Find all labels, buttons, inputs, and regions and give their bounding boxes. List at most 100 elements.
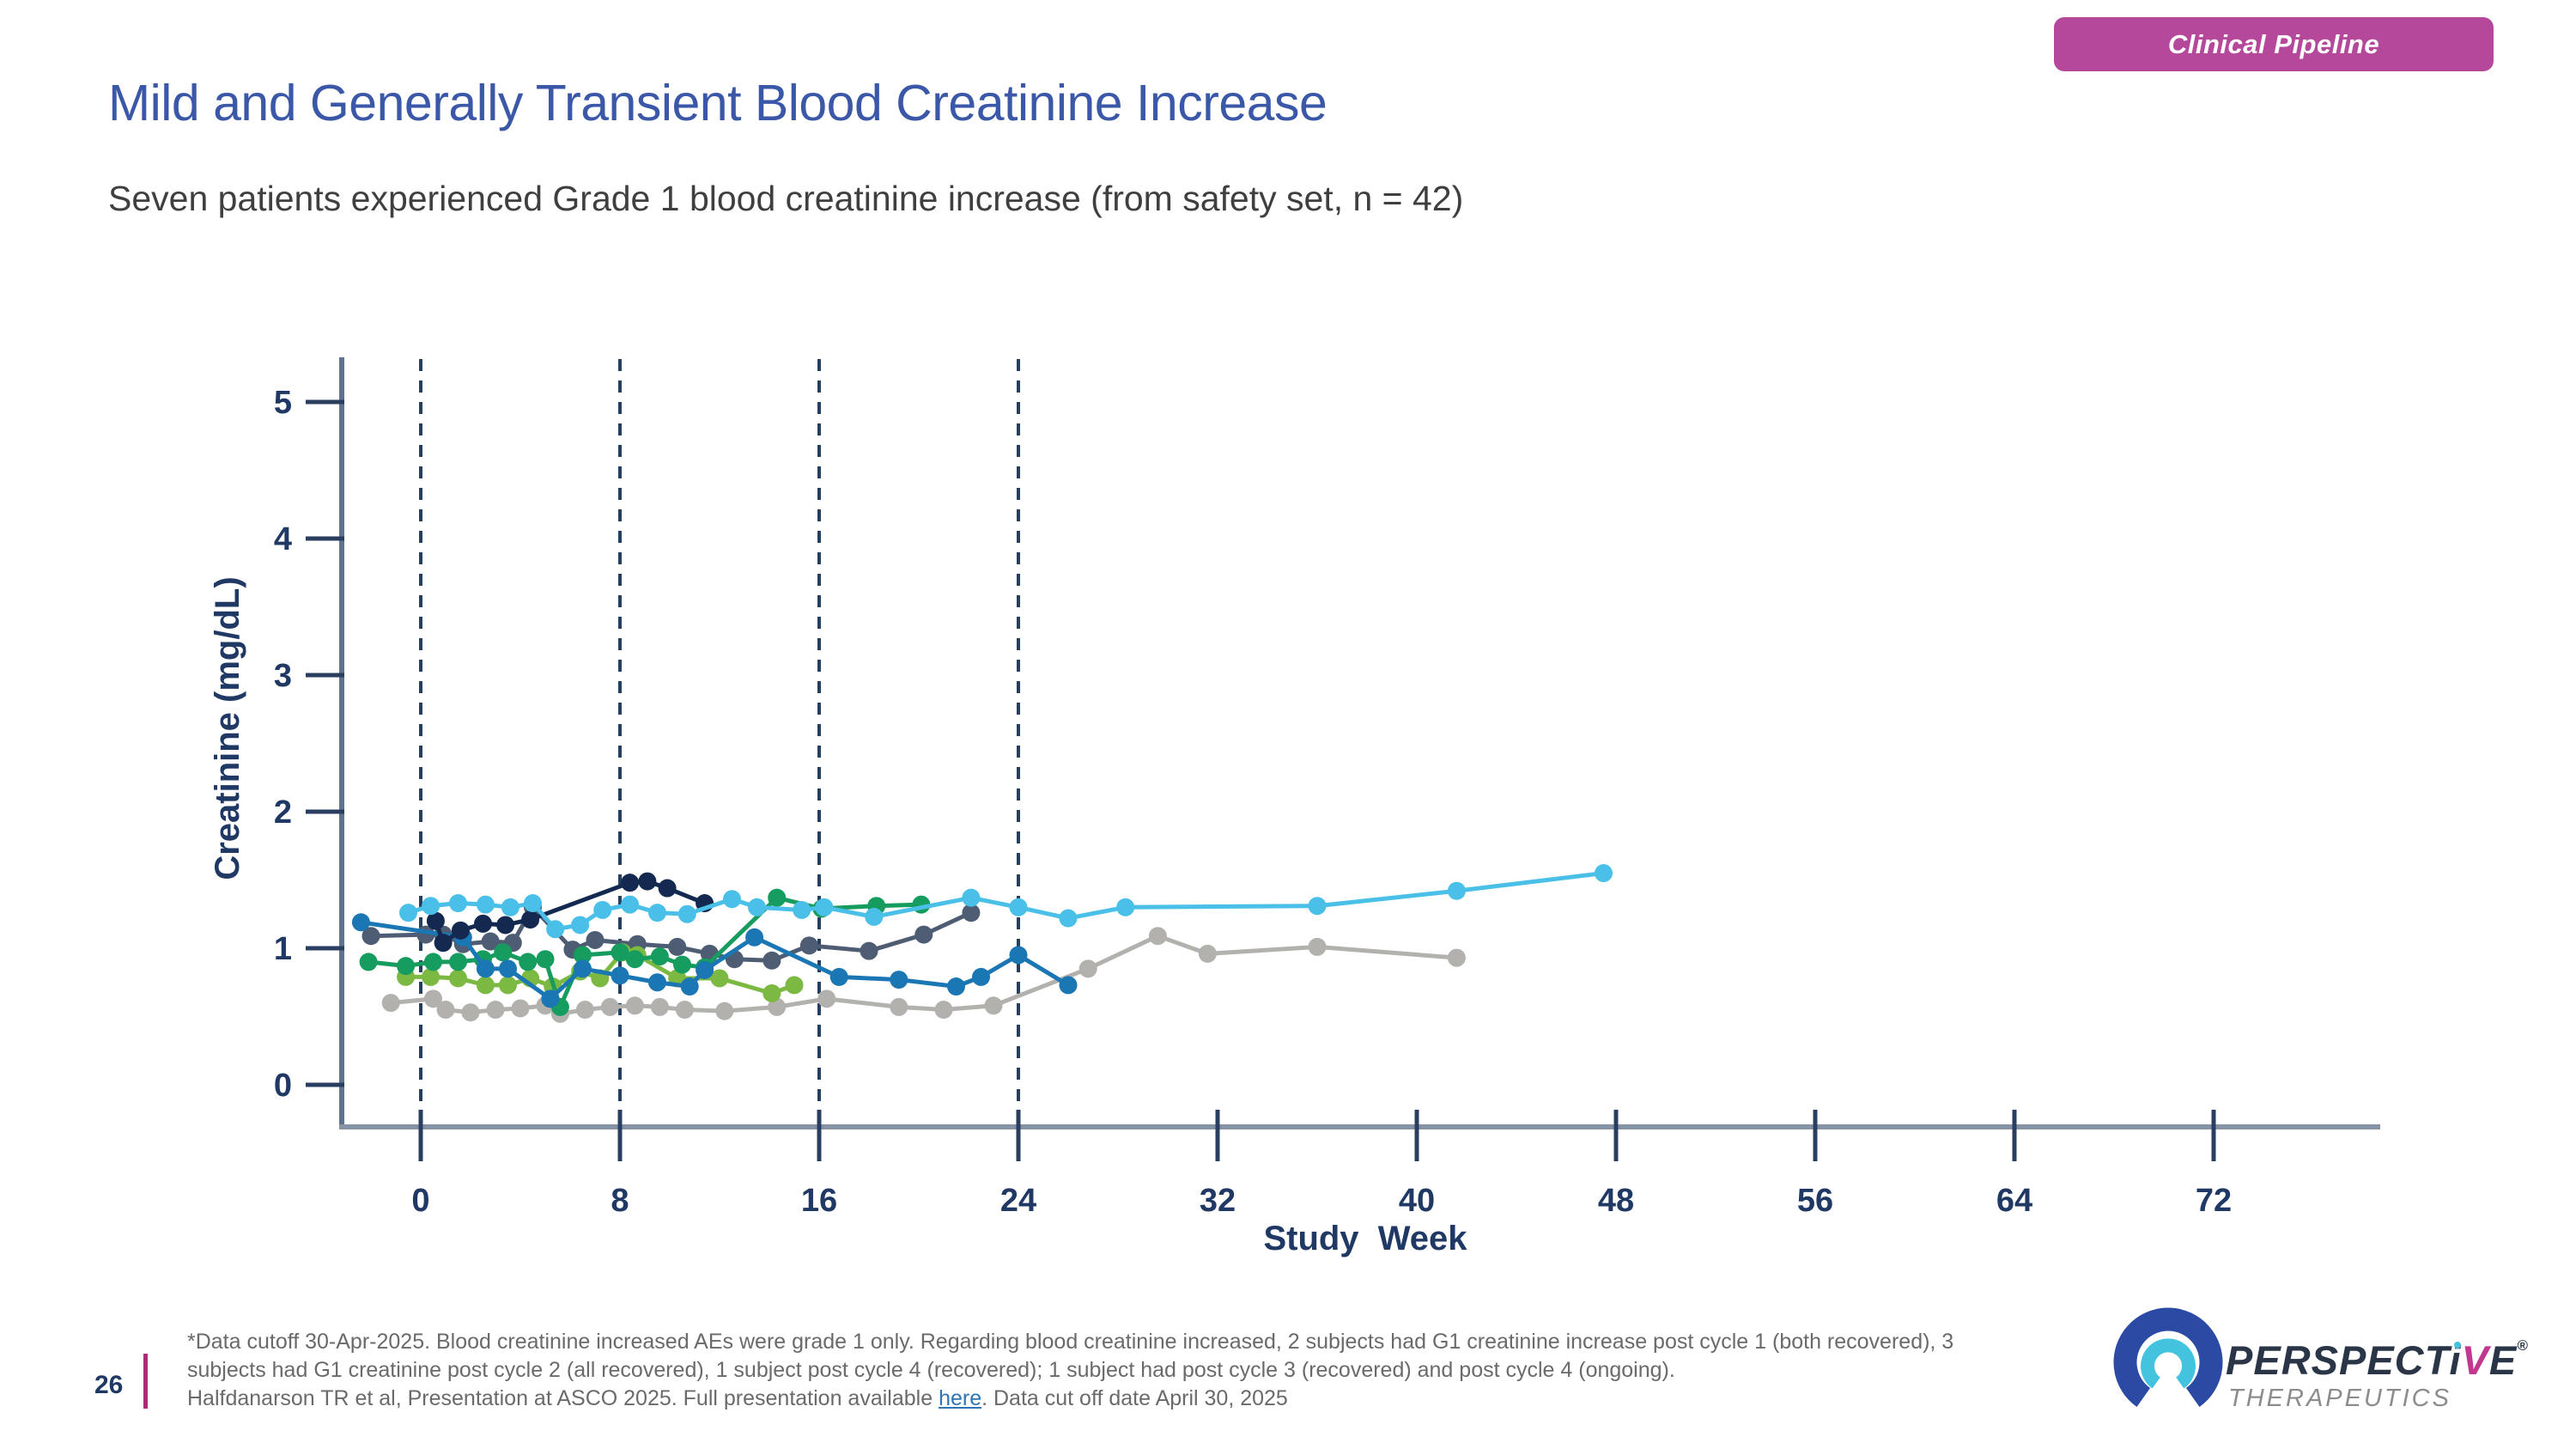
data-point (449, 969, 467, 988)
data-point (424, 989, 442, 1008)
data-point (511, 999, 530, 1018)
data-point (426, 911, 445, 930)
data-point (680, 977, 699, 996)
data-point (451, 921, 470, 940)
data-point (351, 913, 370, 932)
data-point (501, 898, 519, 916)
data-point (1059, 909, 1078, 928)
y-tick-label-1: 1 (274, 931, 292, 967)
data-point (621, 874, 640, 892)
data-point (1009, 898, 1028, 916)
data-point (496, 916, 515, 935)
y-axis-title: Creatinine (mg/dL) (209, 576, 246, 880)
page-title: Mild and Generally Transient Blood Creat… (108, 75, 1327, 131)
y-tick-label-5: 5 (274, 385, 292, 421)
data-point (890, 997, 908, 1016)
y-tick-label-0: 0 (274, 1068, 292, 1104)
y-tick-label-3: 3 (274, 658, 292, 694)
logo-subtext: THERAPEUTICS (2228, 1385, 2451, 1412)
data-point (574, 959, 592, 978)
data-point (829, 967, 848, 986)
data-point (745, 928, 764, 947)
data-point (1116, 898, 1135, 916)
data-point (461, 1003, 480, 1022)
y-tick-label-2: 2 (274, 795, 292, 831)
data-point (914, 925, 933, 944)
x-tick-label-72: 72 (2196, 1183, 2232, 1219)
x-tick-label-40: 40 (1399, 1183, 1435, 1219)
data-point (436, 1001, 455, 1020)
data-point (673, 955, 691, 974)
data-point (668, 937, 687, 956)
data-point (962, 904, 981, 922)
data-point (799, 936, 818, 955)
data-point (519, 953, 538, 971)
y-tick-label-4: 4 (274, 521, 292, 557)
data-point (381, 994, 400, 1013)
data-point (546, 920, 565, 939)
data-point (890, 971, 908, 989)
footnote-citation: Halfdanarson TR et al, Presentation at A… (187, 1386, 939, 1410)
data-point (541, 989, 560, 1008)
data-point (648, 904, 666, 922)
data-point (359, 953, 378, 971)
x-tick-label-64: 64 (1996, 1183, 2032, 1219)
data-point (571, 916, 590, 935)
data-point (817, 989, 836, 1008)
data-point (984, 996, 1003, 1015)
data-point (1447, 881, 1466, 900)
footnote-line-2: subjects had G1 creatinine post cycle 2 … (187, 1358, 1675, 1382)
data-point (793, 900, 811, 919)
footnote: *Data cutoff 30-Apr-2025. Blood creatini… (187, 1328, 1953, 1413)
data-point (1198, 944, 1217, 963)
x-tick-label-16: 16 (801, 1183, 837, 1219)
perspective-therapeutics-logo: PERSPECTiVE® THERAPEUTICS (2104, 1299, 2550, 1428)
data-point (422, 897, 440, 916)
data-point (574, 946, 592, 965)
data-point (860, 941, 878, 960)
data-point (865, 907, 884, 926)
badge-label: Clinical Pipeline (2167, 28, 2380, 59)
footnote-line-3: Halfdanarson TR et al, Presentation at A… (187, 1385, 1953, 1413)
data-point (422, 967, 440, 986)
data-point (648, 973, 666, 992)
x-tick-label-32: 32 (1200, 1183, 1236, 1219)
x-axis-title: Study Week (1263, 1220, 1467, 1257)
data-point (650, 947, 669, 966)
data-point (434, 934, 453, 953)
data-point (650, 997, 669, 1016)
data-point (524, 894, 542, 913)
x-tick-label-48: 48 (1598, 1183, 1634, 1219)
data-point (361, 927, 380, 946)
data-point (593, 900, 612, 919)
series-line-patient-2 (434, 879, 706, 946)
x-tick-label-56: 56 (1797, 1183, 1833, 1219)
data-point (762, 951, 781, 970)
data-point (677, 904, 696, 923)
data-point (1148, 927, 1167, 946)
data-point (499, 959, 517, 978)
data-point (1059, 976, 1078, 995)
data-point (762, 983, 781, 1002)
logo-arc-icon (2113, 1307, 2223, 1408)
presentation-link[interactable]: here (939, 1386, 982, 1410)
data-point (486, 1001, 505, 1020)
footnote-citation-tail: . Data cut off date April 30, 2025 (981, 1386, 1288, 1410)
data-point (1078, 959, 1097, 978)
data-point (1447, 948, 1466, 967)
page-number: 26 (94, 1371, 124, 1399)
data-point (785, 976, 804, 995)
data-point (625, 996, 644, 1015)
data-point (424, 953, 442, 971)
page-subtitle: Seven patients experienced Grade 1 blood… (108, 179, 1464, 218)
page-number-divider (143, 1354, 148, 1409)
data-point (476, 895, 495, 914)
data-point (494, 943, 513, 962)
data-point (600, 997, 619, 1016)
data-point (658, 879, 677, 898)
data-point (972, 967, 990, 986)
x-tick-label-8: 8 (611, 1183, 629, 1219)
data-point (1308, 897, 1327, 916)
